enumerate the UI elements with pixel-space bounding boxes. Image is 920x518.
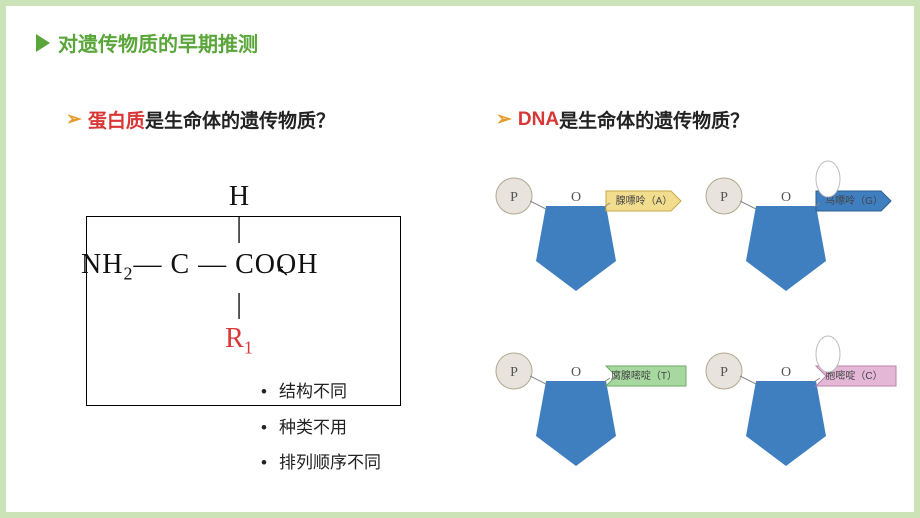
section-title: 对遗传物质的早期推测 [58, 28, 258, 57]
subheading-dna-black: 是生命体的遗传物质？ [559, 106, 749, 133]
bullet-item: 种类不用 [261, 410, 381, 446]
amino-nh: NH [81, 249, 123, 280]
subheading-protein-black: 是生命体的遗传物质？ [145, 106, 335, 133]
svg-text:O: O [571, 365, 581, 380]
svg-text:P: P [510, 190, 518, 205]
svg-text:O: O [571, 190, 581, 205]
bullet-list: 结构不同 种类不用 排列顺序不同 [261, 374, 381, 481]
svg-text:P: P [510, 365, 518, 380]
svg-text:胞嘧啶（C）: 胞嘧啶（C） [825, 369, 882, 382]
chevron-icon: ➢ [66, 108, 82, 131]
subheading-protein-red: 蛋白质 [88, 106, 145, 133]
section-header: 对遗传物质的早期推测 [36, 28, 258, 57]
play-triangle-icon [36, 34, 50, 52]
amino-r: R [225, 323, 244, 354]
nucleotide-a: O P 腺嘌呤（A） [486, 161, 681, 301]
svg-text:O: O [781, 365, 791, 380]
bullet-item: 排列顺序不同 [261, 445, 381, 481]
subheading-dna: ➢ DNA 是生命体的遗传物质？ [496, 106, 749, 133]
amino-main-formula: NH2— C — COOH [81, 249, 401, 285]
amino-bond-top: | [236, 213, 242, 245]
nucleotide-grid: O P 腺嘌呤（A） O P 鸟嘌呤（G） O P 腐腺嘧啶（T） O P 胞嘧啶（C） [486, 161, 896, 491]
svg-text:P: P [720, 190, 728, 205]
svg-text:O: O [781, 190, 791, 205]
nucleotide-t: O P 腐腺嘧啶（T） [486, 336, 681, 476]
subheading-protein: ➢ 蛋白质 是生命体的遗传物质？ [66, 106, 335, 133]
amino-h: H [229, 181, 249, 213]
svg-text:P: P [720, 365, 728, 380]
amino-r-sub: 1 [244, 338, 253, 358]
amino-acid-diagram: H | NH2— C — COOH | R1 [81, 181, 401, 391]
bullet-item: 结构不同 [261, 374, 381, 410]
nucleotide-g: O P 鸟嘌呤（G） [696, 161, 891, 301]
svg-text:腐腺嘧啶（T）: 腐腺嘧啶（T） [611, 369, 677, 382]
amino-rest: — C — COOH [133, 249, 318, 280]
amino-nh-sub: 2 [123, 264, 133, 284]
amino-bond-bottom: | [236, 289, 242, 321]
nucleotide-c: O P 胞嘧啶（C） [696, 336, 891, 476]
svg-text:鸟嘌呤（G）: 鸟嘌呤（G） [825, 194, 883, 207]
subheading-dna-red: DNA [518, 109, 559, 131]
chevron-icon: ➢ [496, 108, 512, 131]
svg-text:腺嘌呤（A）: 腺嘌呤（A） [616, 194, 673, 207]
amino-r-group: R1 [225, 323, 253, 359]
